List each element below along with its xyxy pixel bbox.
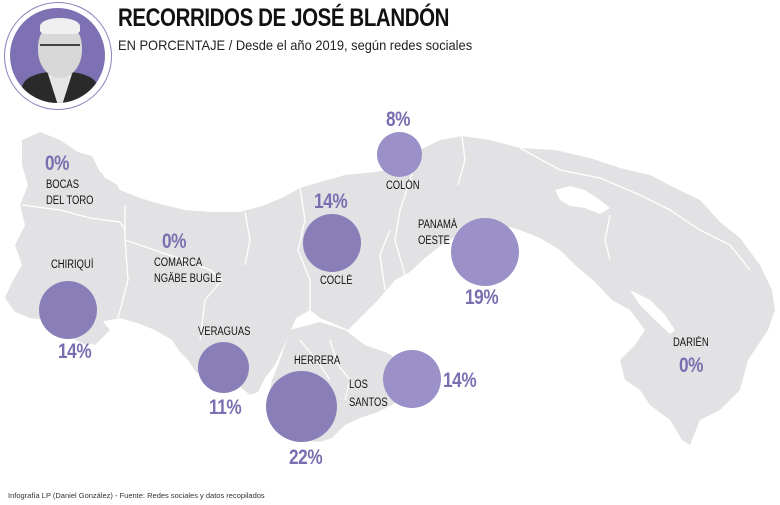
label-chiriqui: CHIRIQUÍ <box>51 259 94 271</box>
pct-bocas-del-toro: 0% <box>45 152 70 175</box>
pct-comarca: 0% <box>162 230 187 253</box>
label-panama-oeste-2: OESTE <box>418 235 450 247</box>
bubble-herrera <box>266 371 337 442</box>
label-bocas-del-toro-1: BOCAS <box>46 179 80 191</box>
portrait-hair <box>40 18 80 34</box>
pct-panama-oeste: 19% <box>465 286 499 309</box>
bubble-colon <box>377 132 422 177</box>
pct-veraguas: 11% <box>209 396 242 419</box>
label-cocle: COCLÉ <box>320 275 353 287</box>
portrait-photo <box>10 8 105 103</box>
label-darien: DARIÉN <box>673 337 709 349</box>
label-veraguas: VERAGUAS <box>198 326 251 338</box>
page-subtitle: EN PORCENTAJE / Desde el año 2019, según… <box>118 37 473 53</box>
pct-cocle: 14% <box>314 190 348 213</box>
label-comarca-2: NGÄBE BUGLÉ <box>154 273 222 285</box>
label-los-santos-1: LOS <box>349 379 368 391</box>
bubble-chiriqui <box>39 281 97 339</box>
portrait-glasses <box>40 44 80 52</box>
label-herrera: HERRERA <box>294 355 341 367</box>
label-comarca-1: COMARCA <box>154 257 203 269</box>
pct-darien: 0% <box>679 354 704 377</box>
portrait-avatar <box>4 2 112 110</box>
bubble-los-santos <box>383 350 441 408</box>
chiriqui-lagoon <box>92 150 130 185</box>
land-mass <box>5 132 775 445</box>
label-los-santos-2: SANTOS <box>349 397 388 409</box>
bubble-panama-oeste <box>451 218 519 286</box>
pct-chiriqui: 14% <box>58 340 92 363</box>
pct-herrera: 22% <box>289 446 323 469</box>
bubble-veraguas <box>198 342 249 393</box>
label-bocas-del-toro-2: DEL TORO <box>46 195 94 207</box>
label-panama-oeste-1: PANAMÁ <box>418 219 458 231</box>
pct-colon: 8% <box>386 108 411 131</box>
label-colon: COLÓN <box>386 180 420 192</box>
bubble-cocle <box>303 214 361 272</box>
page-title: RECORRIDOS DE JOSÉ BLANDÓN <box>118 4 450 32</box>
pct-los-santos: 14% <box>443 369 477 392</box>
footer-credit: Infografía LP (Daniel González) - Fuente… <box>8 491 265 500</box>
lakes <box>555 186 675 334</box>
